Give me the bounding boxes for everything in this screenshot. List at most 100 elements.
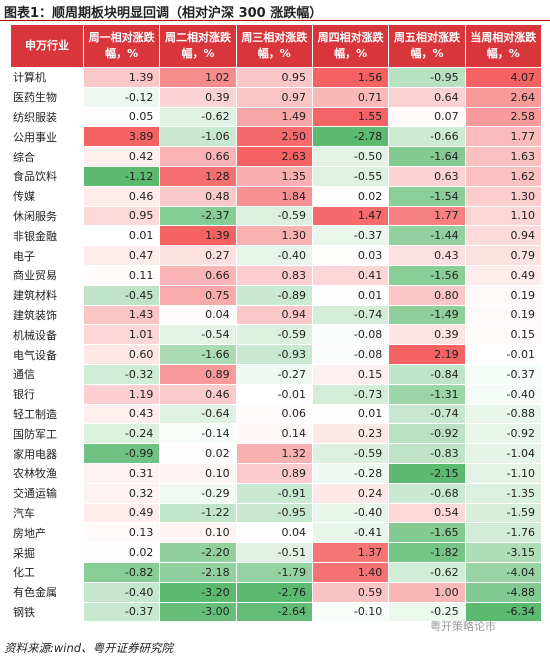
- column-header: 当周相对涨跌幅，%: [464, 24, 543, 68]
- value-cell: -0.45: [82, 284, 161, 306]
- value-cell: -0.37: [464, 363, 543, 385]
- value-cell: -2.18: [159, 561, 237, 583]
- value-cell: 0.48: [159, 185, 237, 207]
- table-row: 化工 -0.82 -2.18 -1.79 1.40 -0.62 -4.04: [10, 561, 543, 583]
- value-cell: -0.59: [311, 443, 390, 464]
- value-cell: 0.04: [159, 304, 237, 326]
- industry-name: 休闲服务: [10, 205, 84, 227]
- value-cell: -0.92: [464, 423, 543, 445]
- value-cell: 0.66: [159, 264, 237, 286]
- industry-name: 采掘: [10, 542, 84, 563]
- table-row: 休闲服务 0.95 -2.37 -0.59 1.47 1.77 1.10: [10, 205, 543, 227]
- value-cell: 0.01: [311, 403, 390, 425]
- value-cell: 0.75: [159, 284, 237, 306]
- value-cell: 1.47: [311, 205, 390, 227]
- industry-name: 家用电器: [10, 443, 84, 464]
- value-cell: -0.62: [388, 561, 466, 583]
- value-cell: -1.79: [235, 561, 313, 583]
- value-cell: 1.02: [159, 67, 237, 88]
- value-cell: 0.46: [159, 383, 237, 405]
- value-cell: -0.01: [464, 344, 543, 365]
- value-cell: -0.28: [311, 462, 390, 484]
- column-header: 周四相对涨跌幅，%: [311, 24, 390, 68]
- column-header: 申万行业: [10, 24, 84, 68]
- industry-name: 钢铁: [10, 601, 84, 623]
- value-cell: -0.40: [311, 502, 390, 524]
- table-row: 食品饮料 -1.12 1.28 1.35 -0.55 0.63 1.62: [10, 165, 543, 187]
- value-cell: 1.30: [464, 185, 543, 207]
- value-cell: 0.41: [311, 264, 390, 286]
- value-cell: -0.40: [82, 581, 161, 603]
- industry-name: 电气设备: [10, 344, 84, 365]
- table-row: 国防军工 -0.24 -0.14 0.14 0.23 -0.92 -0.92: [10, 423, 543, 445]
- value-cell: 0.32: [82, 482, 161, 504]
- value-cell: 0.60: [82, 344, 161, 365]
- value-cell: 0.94: [235, 304, 313, 326]
- value-cell: -1.64: [388, 146, 466, 167]
- industry-name: 综合: [10, 146, 84, 167]
- value-cell: 0.42: [82, 146, 161, 167]
- value-cell: 1.49: [235, 106, 313, 128]
- value-cell: -3.15: [464, 542, 543, 563]
- value-cell: 1.10: [464, 205, 543, 227]
- value-cell: -0.41: [311, 522, 390, 544]
- industry-name: 房地产: [10, 522, 84, 544]
- table-row: 钢铁 -0.37 -3.00 -2.64 -0.10 -0.25 -6.34: [10, 601, 543, 623]
- value-cell: 0.02: [159, 443, 237, 464]
- table-row: 商业贸易 0.11 0.66 0.83 0.41 -1.56 0.49: [10, 264, 543, 286]
- table-row: 传媒 0.46 0.48 1.84 0.02 -1.54 1.30: [10, 185, 543, 207]
- value-cell: 0.80: [388, 284, 466, 306]
- table-row: 汽车 0.49 -1.22 -0.95 -0.40 0.54 -1.59: [10, 502, 543, 524]
- industry-name: 银行: [10, 383, 84, 405]
- value-cell: 0.31: [82, 462, 161, 484]
- value-cell: 2.50: [235, 126, 313, 148]
- value-cell: -0.95: [235, 502, 313, 524]
- value-cell: -1.12: [82, 165, 161, 187]
- value-cell: 0.54: [388, 502, 466, 524]
- value-cell: -1.66: [159, 344, 237, 365]
- value-cell: 0.63: [388, 165, 466, 187]
- value-cell: -0.27: [235, 363, 313, 385]
- value-cell: -0.62: [159, 106, 237, 128]
- value-cell: 1.62: [464, 165, 543, 187]
- value-cell: -0.93: [235, 344, 313, 365]
- title: 图表1：顺周期板块明显回调（相对沪深 300 涨跌幅）: [4, 6, 323, 21]
- value-cell: 0.43: [82, 403, 161, 425]
- value-cell: 0.95: [235, 67, 313, 88]
- value-cell: 1.43: [82, 304, 161, 326]
- value-cell: 1.63: [464, 146, 543, 167]
- value-cell: 0.97: [235, 86, 313, 108]
- value-cell: -0.59: [235, 324, 313, 346]
- value-cell: -0.99: [82, 443, 161, 464]
- table-row: 电气设备 0.60 -1.66 -0.93 -0.08 2.19 -0.01: [10, 344, 543, 365]
- value-cell: -0.68: [388, 482, 466, 504]
- value-cell: 0.19: [464, 284, 543, 306]
- table-row: 非银金融 0.01 1.39 1.30 -0.37 -1.44 0.94: [10, 225, 543, 247]
- value-cell: -0.92: [388, 423, 466, 445]
- industry-name: 医药生物: [10, 86, 84, 108]
- value-cell: 2.19: [388, 344, 466, 365]
- value-cell: 0.49: [82, 502, 161, 524]
- value-cell: -0.95: [388, 67, 466, 88]
- value-cell: -1.76: [464, 522, 543, 544]
- value-cell: 0.79: [464, 245, 543, 266]
- value-cell: 0.83: [235, 264, 313, 286]
- industry-name: 化工: [10, 561, 84, 583]
- value-cell: -2.37: [159, 205, 237, 227]
- value-cell: -0.59: [235, 205, 313, 227]
- value-cell: -0.66: [388, 126, 466, 148]
- table-row: 农林牧渔 0.31 0.10 0.89 -0.28 -2.15 -1.10: [10, 462, 543, 484]
- industry-name: 计算机: [10, 67, 84, 88]
- table-row: 机械设备 1.01 -0.54 -0.59 -0.08 0.39 0.15: [10, 324, 543, 346]
- value-cell: -2.20: [159, 542, 237, 563]
- table-row: 建筑装饰 1.43 0.04 0.94 -0.74 -1.49 0.19: [10, 304, 543, 326]
- source-note: 资料来源:wind、粤开证券研究院: [4, 641, 174, 655]
- value-cell: -0.32: [82, 363, 161, 385]
- value-cell: -1.82: [388, 542, 466, 563]
- column-header: 周一相对涨跌幅，%: [82, 24, 161, 68]
- industry-name: 农林牧渔: [10, 462, 84, 484]
- table-row: 房地产 0.13 0.10 0.04 -0.41 -1.65 -1.76: [10, 522, 543, 544]
- value-cell: -3.20: [159, 581, 237, 603]
- table-row: 综合 0.42 0.66 2.63 -0.50 -1.64 1.63: [10, 146, 543, 167]
- value-cell: -3.00: [159, 601, 237, 623]
